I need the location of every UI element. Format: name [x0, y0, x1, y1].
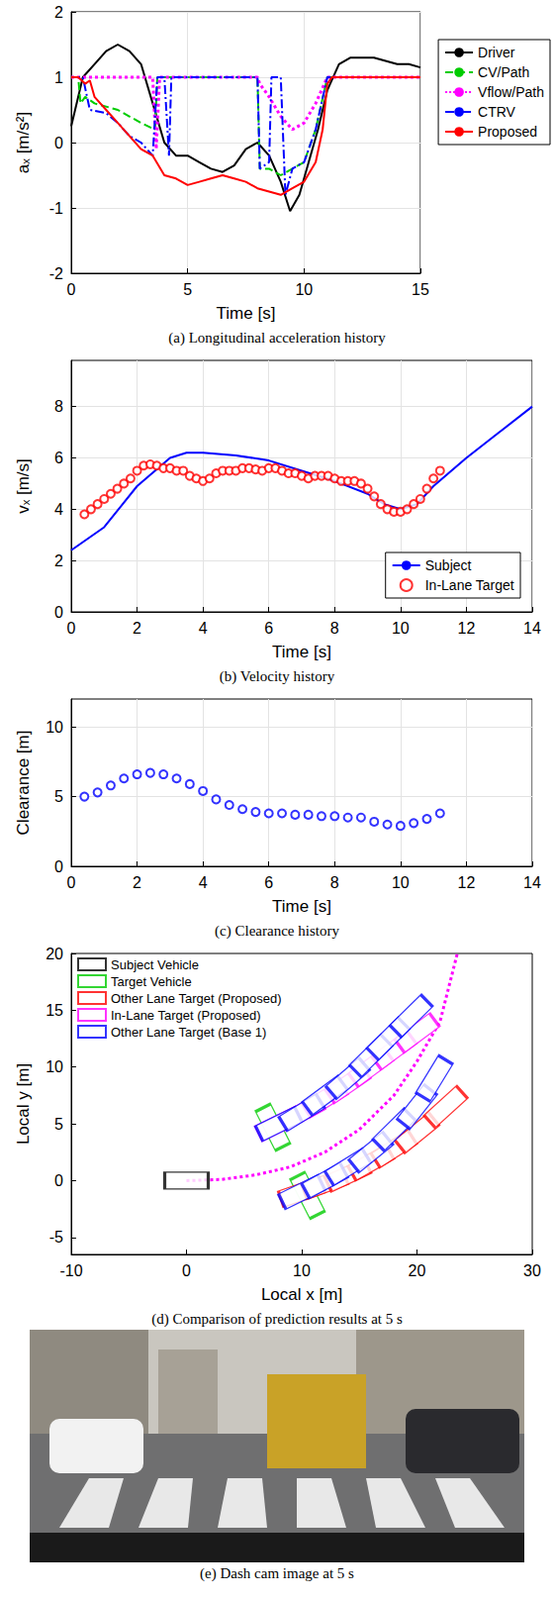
svg-text:Target Vehicle: Target Vehicle [110, 973, 192, 989]
svg-text:2: 2 [132, 873, 142, 891]
html-text:(a) Longitudinal acceleration: (a) Longitudinal acceleration history [168, 329, 386, 346]
svg-text:10: 10 [45, 1057, 64, 1075]
svg-text:6: 6 [54, 449, 64, 466]
svg-text:2: 2 [54, 3, 64, 21]
svg-text:4: 4 [198, 873, 208, 891]
svg-text:Time [s]: Time [s] [272, 642, 332, 661]
svg-text:0: 0 [54, 603, 64, 621]
svg-text:8: 8 [330, 873, 340, 891]
svg-text:In-Lane Target (Proposed): In-Lane Target (Proposed) [110, 1007, 262, 1022]
svg-text:aₓ [m/s²]: aₓ [m/s²] [13, 111, 33, 174]
svg-text:5: 5 [54, 1114, 64, 1132]
svg-text:-10: -10 [59, 1261, 83, 1279]
svg-text:10: 10 [391, 873, 410, 891]
svg-text:15: 15 [411, 280, 430, 298]
svg-text:Other Lane Target (Proposed): Other Lane Target (Proposed) [110, 990, 281, 1006]
svg-text:10: 10 [294, 280, 313, 298]
svg-text:4: 4 [198, 619, 208, 637]
svg-text:-1: -1 [49, 199, 64, 217]
svg-text:Clearance [m]: Clearance [m] [13, 730, 33, 835]
svg-text:Time [s]: Time [s] [216, 303, 277, 323]
svg-text:Local x [m]: Local x [m] [261, 1284, 343, 1303]
svg-text:0: 0 [182, 1261, 191, 1279]
svg-text:0: 0 [67, 619, 77, 637]
svg-text:14: 14 [523, 873, 542, 891]
svg-text:Vflow/Path: Vflow/Path [477, 84, 545, 100]
svg-text:Time [s]: Time [s] [272, 896, 332, 916]
html-text:(d) Comparison of prediction r: (d) Comparison of prediction results at … [151, 1309, 403, 1326]
svg-text:6: 6 [264, 619, 274, 637]
svg-text:2: 2 [132, 619, 142, 637]
svg-text:0: 0 [54, 857, 64, 875]
svg-text:-2: -2 [49, 265, 64, 282]
svg-text:14: 14 [523, 619, 542, 637]
svg-text:vₓ [m/s]: vₓ [m/s] [13, 458, 33, 514]
svg-text:8: 8 [330, 619, 340, 637]
svg-text:Driver: Driver [477, 44, 516, 61]
svg-text:0: 0 [67, 280, 77, 298]
svg-text:CV/Path: CV/Path [477, 64, 530, 81]
svg-text:CTRV: CTRV [477, 103, 517, 120]
svg-text:4: 4 [54, 500, 64, 518]
svg-text:Other Lane Target (Base 1): Other Lane Target (Base 1) [110, 1023, 267, 1039]
svg-text:10: 10 [292, 1261, 311, 1279]
svg-text:2: 2 [54, 552, 64, 569]
svg-text:Proposed: Proposed [477, 123, 538, 140]
html-text:(b) Velocity history: (b) Velocity history [219, 667, 335, 684]
svg-text:10: 10 [391, 619, 410, 637]
svg-text:In-Lane Target: In-Lane Target [425, 576, 515, 593]
svg-text:20: 20 [408, 1261, 427, 1279]
svg-text:Subject: Subject [425, 556, 472, 573]
html-text:(c) Clearance history: (c) Clearance history [214, 922, 340, 938]
html-text:(e) Dash cam image at 5 s: (e) Dash cam image at 5 s [199, 1564, 355, 1580]
svg-text:0: 0 [67, 873, 77, 891]
svg-text:Subject Vehicle: Subject Vehicle [110, 956, 199, 972]
svg-text:15: 15 [45, 1001, 64, 1018]
svg-text:12: 12 [458, 619, 476, 637]
svg-text:5: 5 [183, 280, 192, 298]
svg-text:6: 6 [264, 873, 274, 891]
svg-text:1: 1 [54, 69, 64, 87]
svg-text:0: 0 [54, 134, 64, 152]
svg-text:12: 12 [458, 873, 476, 891]
svg-text:0: 0 [54, 1171, 64, 1189]
svg-text:30: 30 [523, 1261, 542, 1279]
svg-text:10: 10 [45, 718, 64, 736]
svg-text:-5: -5 [49, 1227, 64, 1245]
svg-text:Local y [m]: Local y [m] [13, 1062, 33, 1144]
svg-text:20: 20 [45, 944, 64, 962]
svg-text:8: 8 [54, 397, 64, 415]
svg-text:5: 5 [54, 787, 64, 805]
